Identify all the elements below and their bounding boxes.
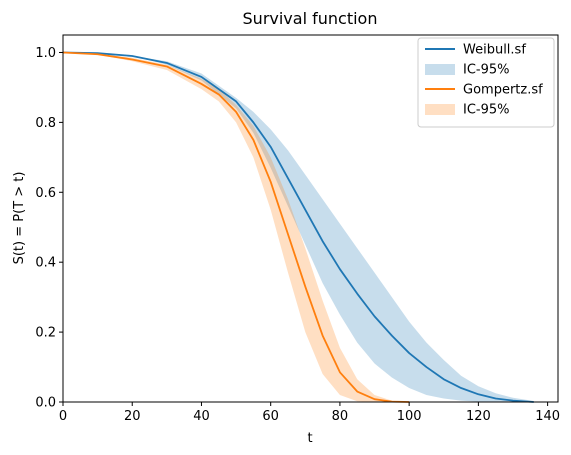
legend-label: IC-95% [463,63,510,78]
y-axis-label: S(t) = P(T > t) [12,172,27,265]
gompertz-sf-line [62,51,410,403]
chart-title: Survival function [243,9,378,28]
plot-area-frame [62,34,559,403]
weibull-sf-line [62,51,534,403]
confidence-bands [63,52,534,402]
legend-swatch-band [425,104,455,115]
y-tick-label: 1.0 [35,46,56,61]
y-tick-label: 0.4 [35,256,56,271]
x-tick-label: 40 [193,409,210,424]
y-tick-label: 0.0 [35,396,56,411]
legend: Weibull.sf IC-95% Gompertz.sf IC-95% [417,37,555,128]
x-axis-ticks: 0 20 40 60 80 100 120 140 [59,402,560,424]
x-tick-label: 20 [124,409,141,424]
legend-swatch-band [425,64,455,75]
x-tick-label: 80 [332,409,349,424]
gompertz-sf-ci-band [63,52,410,402]
y-tick-label: 0.8 [35,116,56,131]
x-tick-label: 0 [59,409,67,424]
legend-box [417,37,555,128]
x-tick-label: 120 [466,409,491,424]
y-axis-ticks: 0.0 0.2 0.4 0.6 0.8 1.0 [35,46,63,411]
y-tick-label: 0.6 [35,186,56,201]
legend-label: Gompertz.sf [463,83,543,98]
legend-label: IC-95% [463,103,510,118]
series-lines [62,51,534,403]
y-tick-label: 0.2 [35,326,56,341]
x-tick-label: 100 [397,409,422,424]
x-tick-label: 140 [535,409,560,424]
x-axis-label: t [307,431,312,446]
x-tick-label: 60 [262,409,279,424]
legend-label: Weibull.sf [463,43,526,58]
weibull-sf-ci-band [63,52,534,402]
